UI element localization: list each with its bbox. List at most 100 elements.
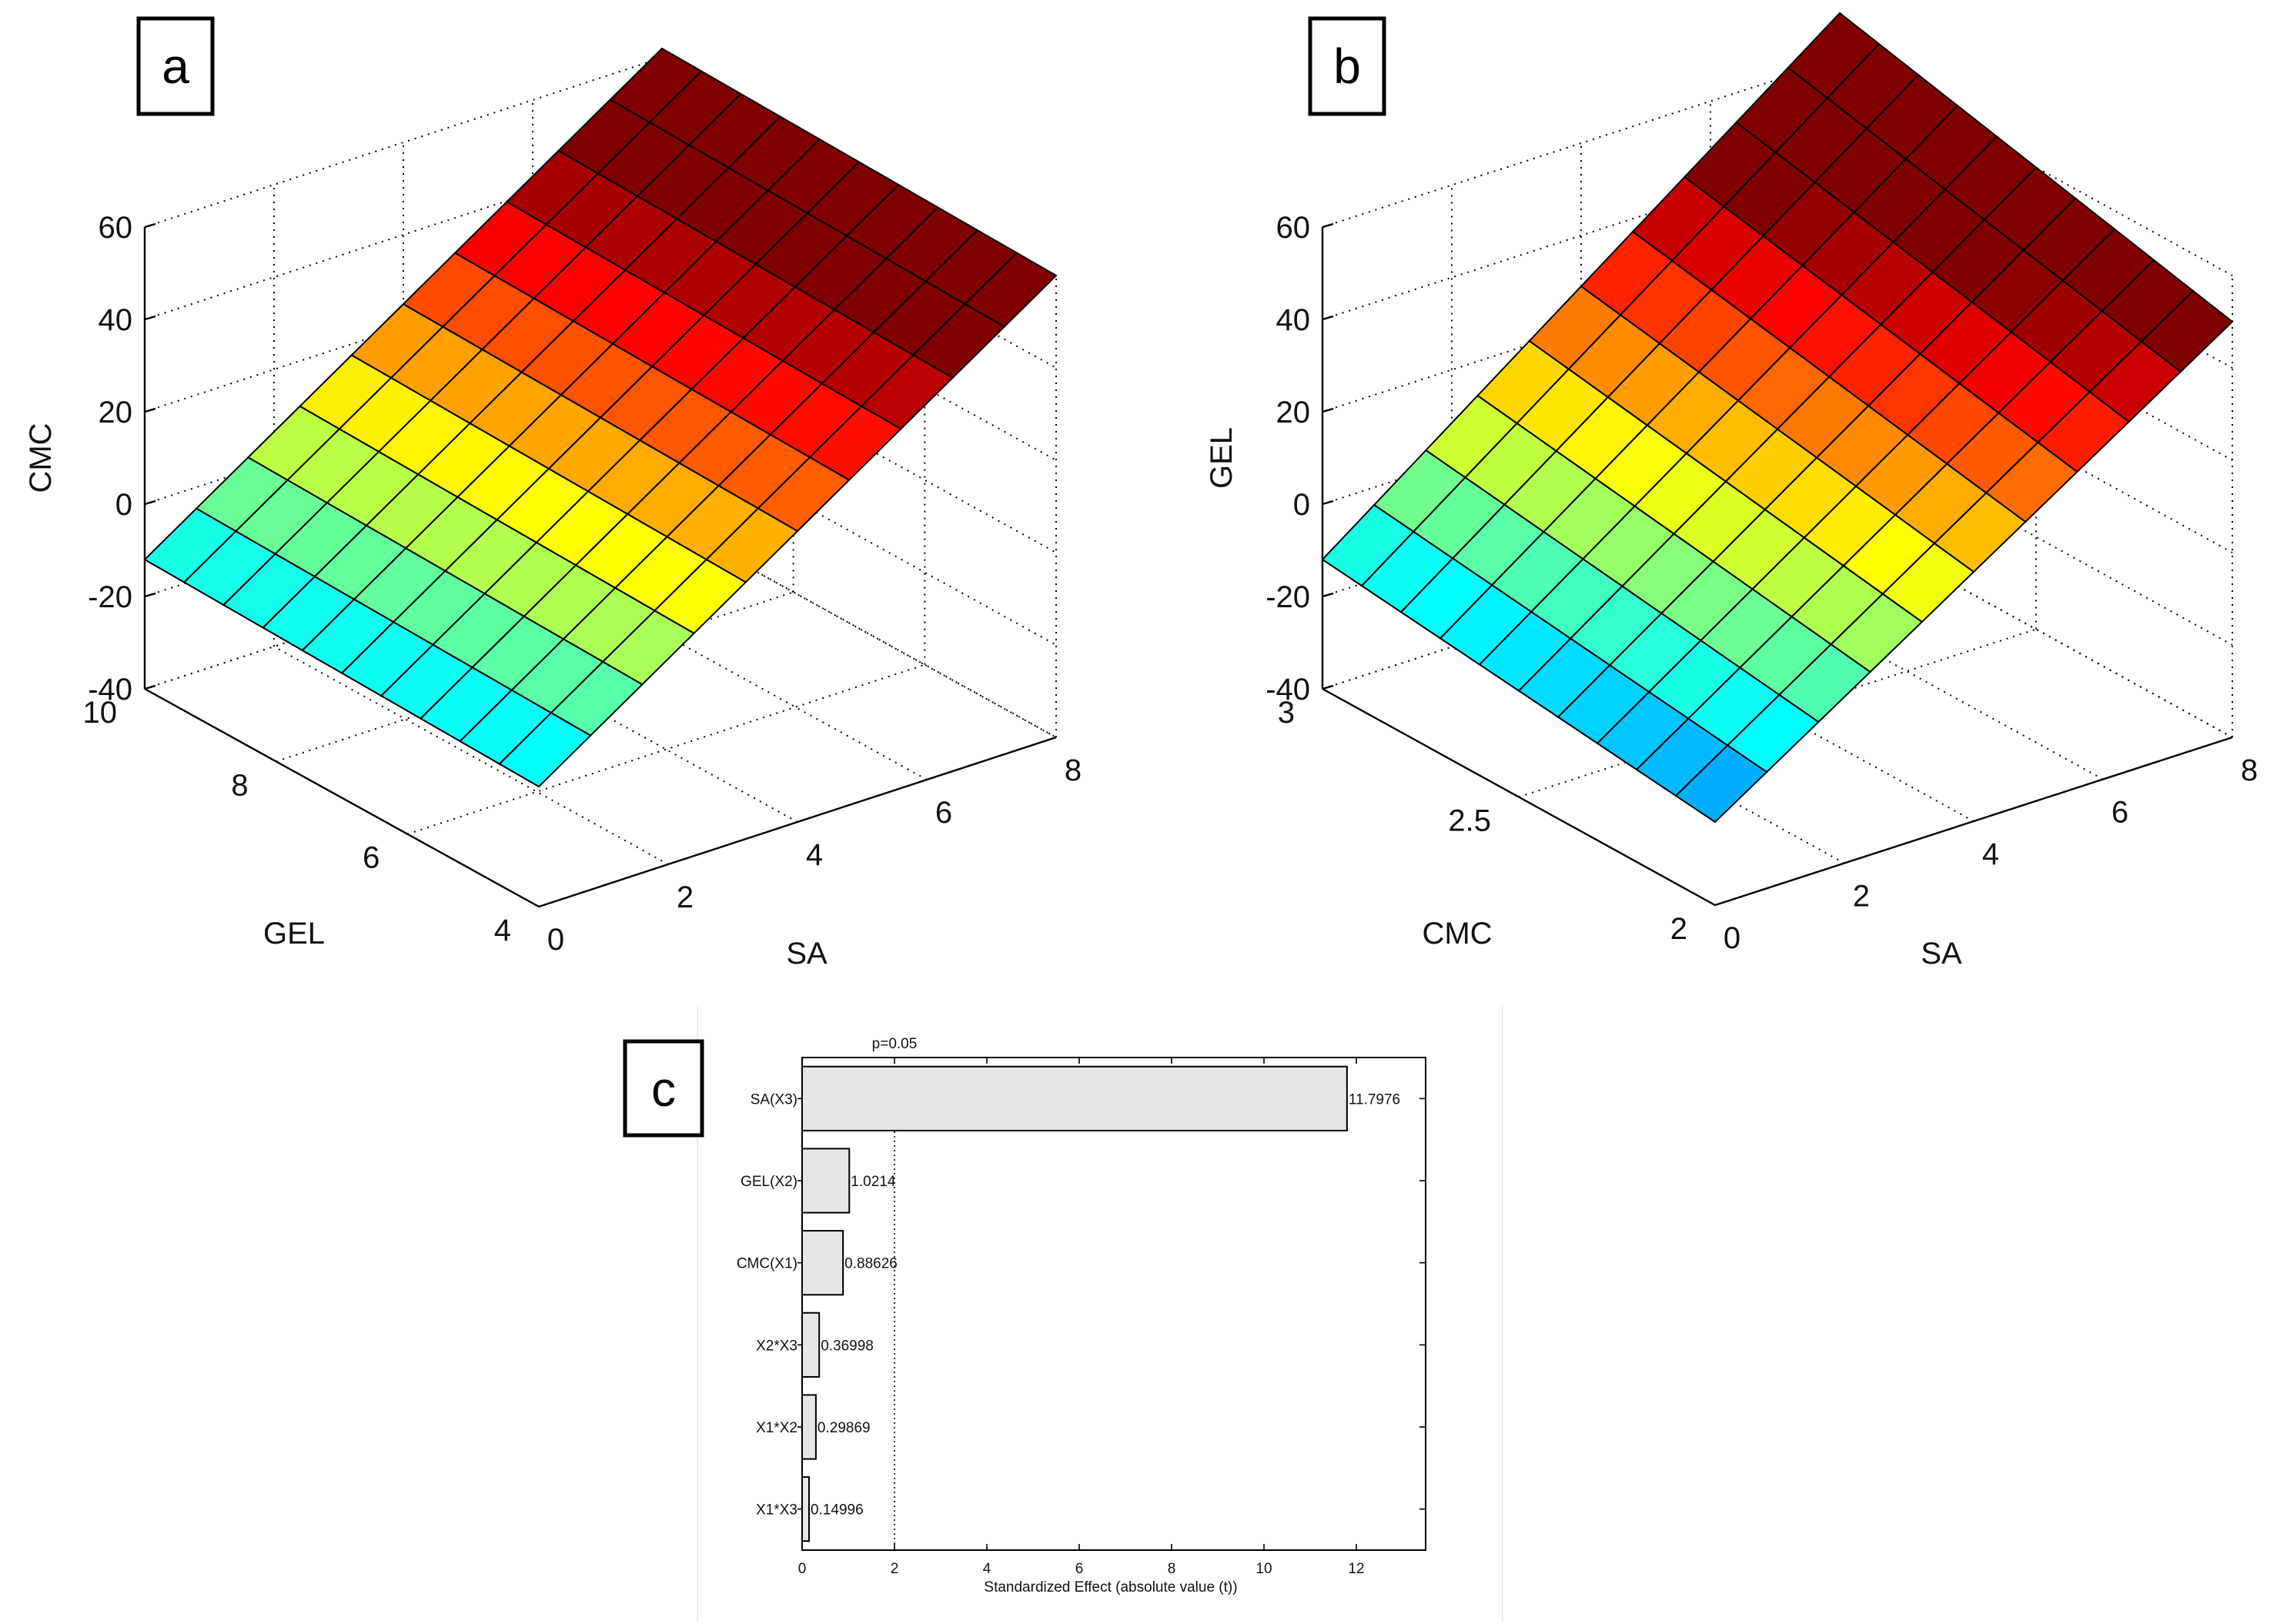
- z-tick-label-1: 40: [1276, 303, 1311, 337]
- z-tick-label-5: -40: [1266, 673, 1310, 707]
- z-tick-mark-1: [144, 315, 156, 321]
- z-tick-label-4: -20: [1266, 580, 1310, 614]
- surface-a: [143, 47, 1058, 788]
- x-tick-label-6: 12: [1348, 1561, 1364, 1577]
- z-tick-label-2: 20: [1276, 396, 1311, 429]
- y-axis-line: [1322, 687, 1716, 907]
- z-tick-mark-3: [1322, 500, 1334, 506]
- y-tick-label-0: 10: [83, 696, 118, 730]
- floor-gridline-y-0: [144, 519, 663, 690]
- z-tick-mark-5: [144, 684, 156, 690]
- x-tick-label-1: 2: [1853, 880, 1870, 914]
- x-tick-label-1: 2: [677, 881, 694, 914]
- floor-gridline-y-2: [407, 663, 925, 835]
- plot-area-c: [801, 1057, 1426, 1551]
- z-tick-label-3: 0: [115, 488, 132, 522]
- surface-patch: [609, 47, 703, 124]
- x-tick-label-0: 0: [798, 1561, 807, 1577]
- bar-4: [801, 1394, 817, 1460]
- z-tick-label-1: 40: [99, 303, 133, 337]
- z-tick-mark-1: [1322, 315, 1334, 321]
- wall-gridline-z-3: [1322, 242, 2233, 461]
- x-axis-c: 0 2 4 6 8 10 12: [798, 1058, 1365, 1577]
- x-axis-title-a: SA: [786, 937, 828, 971]
- floor-gridline-y-1: [1518, 628, 2037, 798]
- z-axis-title-b: GEL: [1205, 427, 1239, 489]
- wall-gridline-z-4: [144, 149, 1057, 369]
- pareto-chart-c: SA(X3) 11.7976 GEL(X2) 1.0214 CMC(X1) 0.88626…: [623, 1007, 1503, 1622]
- y-tick-label-0: 3: [1278, 696, 1295, 730]
- surface-plot-b: 60 40 20 0 -20 -40 0 2 4 6 8 3 2.5 2 GEL SA CMC b: [1205, 12, 2258, 971]
- surface-b: [1321, 12, 2234, 824]
- z-tick-label-2: 20: [99, 396, 133, 429]
- x-axis-title-c: Standardized Effect (absolute value (t)): [984, 1579, 1237, 1596]
- z-tick-mark-5: [1322, 684, 1334, 690]
- y-axis-title-a: GEL: [263, 917, 325, 951]
- x-tick-label-2: 4: [1982, 837, 1999, 871]
- axes-b: [1321, 222, 2233, 907]
- x-tick-label-3: 6: [1075, 1561, 1084, 1577]
- z-tick-label-5: -40: [88, 673, 132, 707]
- tick-labels-a: 60 40 20 0 -20 -40 0 2 4 6 8 10 8 6 4: [83, 211, 1082, 957]
- z-tick-label-0: 60: [99, 211, 133, 245]
- y-axis-title-b: CMC: [1422, 917, 1492, 951]
- y-axis-line: [144, 687, 540, 908]
- value-label-5: 0.14996: [811, 1502, 864, 1519]
- wall-gridline-z-3: [144, 241, 1057, 461]
- z-tick-mark-4: [1322, 592, 1334, 598]
- x-tick-label-1: 2: [891, 1561, 899, 1577]
- category-label-1: GEL(X2): [741, 1174, 797, 1190]
- category-label-2: CMC(X1): [737, 1256, 797, 1272]
- x-axis-line: [538, 736, 1057, 908]
- panel-label-c: c: [651, 1061, 676, 1117]
- z-tick-label-0: 60: [1276, 211, 1311, 245]
- surface-plot-a: 60 40 20 0 -20 -40 0 2 4 6 8 10 8 6 4 CMC SA GEL a: [24, 16, 1082, 971]
- x-axis-line: [1714, 736, 2233, 907]
- bars-c: SA(X3) 11.7976 GEL(X2) 1.0214 CMC(X1) 0.88626…: [737, 1058, 1426, 1550]
- y-tick-label-2: 6: [363, 841, 379, 875]
- x-tick-label-4: 8: [1168, 1561, 1176, 1577]
- category-label-3: X2*X3: [756, 1338, 797, 1354]
- value-label-2: 0.88626: [844, 1256, 898, 1272]
- bar-2: [801, 1230, 844, 1296]
- z-tick-mark-3: [144, 500, 156, 506]
- y-tick-label-1: 2.5: [1448, 804, 1491, 838]
- wall-gridline-z-5: [144, 56, 1057, 276]
- z-tick-mark-0: [1322, 222, 1334, 229]
- y-tick-label-3: 4: [494, 914, 511, 947]
- x-axis-title-b: SA: [1921, 937, 1962, 971]
- bar-3: [801, 1312, 821, 1378]
- x-tick-label-4: 8: [1065, 754, 1082, 787]
- panel-label-box-a: [136, 16, 215, 116]
- y-tick-label-1: 8: [231, 768, 248, 802]
- category-label-5: X1*X3: [756, 1502, 797, 1519]
- z-tick-mark-0: [144, 222, 156, 229]
- x-tick-label-2: 4: [983, 1561, 991, 1577]
- floor-gridline-y-1: [276, 591, 794, 763]
- x-tick-label-0: 0: [1724, 921, 1740, 955]
- z-axis-title-a: CMC: [24, 423, 58, 493]
- x-tick-label-0: 0: [547, 923, 564, 957]
- floor-gridline-x-1: [273, 646, 669, 865]
- bar-1: [801, 1148, 851, 1214]
- x-tick-label-3: 6: [2111, 796, 2128, 830]
- p-value-label: p=0.05: [872, 1036, 918, 1052]
- value-label-4: 0.29869: [818, 1420, 871, 1436]
- value-label-0: 11.7976: [1349, 1091, 1400, 1108]
- wall-gridline-z-5: [1322, 58, 2233, 276]
- x-tick-label-2: 4: [806, 838, 823, 872]
- panel-label-b: b: [1333, 38, 1361, 94]
- panel-label-box-b: [1308, 16, 1386, 116]
- panel-label-a: a: [162, 38, 189, 94]
- bar-0: [801, 1065, 1348, 1131]
- x-tick-label-3: 6: [935, 796, 952, 830]
- value-label-3: 0.36998: [821, 1338, 874, 1354]
- surface-patch: [1787, 12, 1881, 99]
- axes-a: [143, 222, 1057, 908]
- x-tick-label-5: 10: [1256, 1561, 1272, 1577]
- z-tick-label-3: 0: [1293, 488, 1310, 522]
- z-tick-mark-4: [144, 592, 156, 598]
- floor-gridline-y-0: [1322, 520, 1841, 690]
- z-tick-label-4: -20: [88, 580, 132, 614]
